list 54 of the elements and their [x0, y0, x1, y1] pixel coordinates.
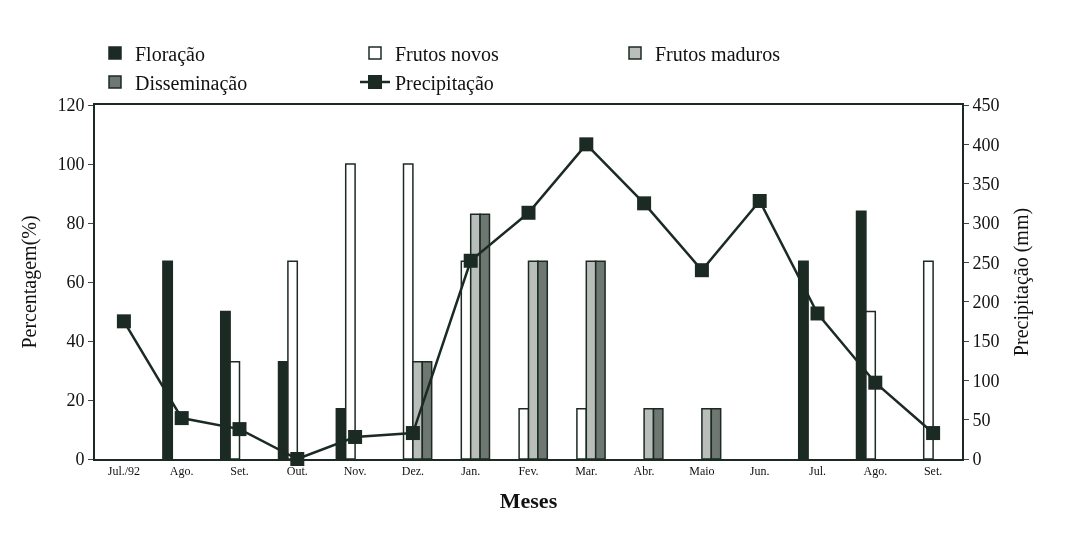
- point: [463, 253, 478, 268]
- y2-tick-label: 50: [972, 409, 991, 430]
- y2-tick-label: 150: [972, 331, 1000, 352]
- point: [579, 137, 594, 152]
- point: [752, 193, 767, 208]
- point: [232, 422, 247, 437]
- y2-tick-label: 200: [972, 291, 1000, 312]
- point: [868, 375, 883, 390]
- point: [348, 429, 363, 444]
- x-axis-title: Meses: [499, 487, 558, 513]
- x-tick-label: Ago.: [169, 464, 194, 479]
- legend-label: Floração: [135, 42, 205, 66]
- point: [174, 411, 189, 426]
- y2-axis-title: Precipitação (mm): [1009, 207, 1033, 357]
- point: [405, 426, 420, 441]
- y2-tick-label: 350: [972, 173, 1000, 194]
- x-tick-label: Maio: [689, 464, 715, 479]
- x-tick-label: Set.: [923, 464, 943, 479]
- legend-label: Frutos maduros: [655, 42, 781, 65]
- x-tick-label: Set.: [230, 464, 249, 479]
- y-tick-label: 60: [66, 272, 85, 293]
- x-tick-label: Jun.: [749, 464, 770, 479]
- x-tick-label: Jul./92: [107, 464, 141, 479]
- y-tick-label: 40: [66, 331, 85, 352]
- y-tick-label: 120: [57, 95, 85, 116]
- y2-tick-label: 0: [972, 449, 982, 470]
- x-tick-label: Mar.: [575, 464, 598, 479]
- y2-tick-label: 100: [972, 370, 1000, 391]
- y-tick-label: 20: [66, 390, 85, 411]
- y-tick-label: 80: [66, 213, 85, 234]
- legend-label: Disseminação: [135, 71, 248, 95]
- x-tick-label: Nov.: [343, 464, 367, 479]
- point: [521, 205, 536, 220]
- x-tick-label: Dez.: [401, 464, 425, 479]
- point: [810, 306, 825, 321]
- y2-tick-label: 250: [972, 252, 1000, 273]
- x-tick-label: Jan.: [461, 464, 481, 479]
- y2-tick-label: 450: [972, 95, 1000, 116]
- x-tick-label: Jul.: [808, 464, 827, 479]
- y-axis-title: Percentagem(%): [18, 215, 42, 349]
- legend-label: Frutos novos: [395, 42, 500, 65]
- legend-label: Precipitação: [395, 71, 494, 95]
- point: [116, 314, 131, 329]
- x-tick-label: Out.: [286, 464, 308, 479]
- y2-tick-label: 300: [972, 213, 1000, 234]
- x-tick-label: Abr.: [633, 464, 655, 479]
- x-tick-label: Ago.: [863, 464, 888, 479]
- y-tick-label: 100: [57, 154, 85, 175]
- x-tick-label: Fev.: [518, 464, 539, 479]
- point: [926, 426, 941, 441]
- y-tick-label: 0: [75, 449, 85, 470]
- point: [637, 196, 652, 211]
- point: [694, 263, 709, 278]
- y2-tick-label: 400: [972, 134, 1000, 155]
